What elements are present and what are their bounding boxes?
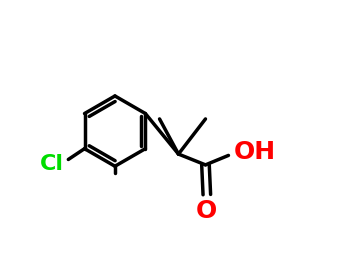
Text: Cl: Cl — [40, 153, 64, 174]
Text: OH: OH — [234, 140, 276, 164]
Text: O: O — [196, 199, 217, 223]
